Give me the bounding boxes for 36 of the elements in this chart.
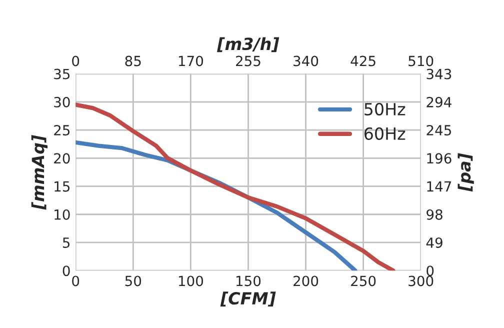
y2-tick-label: 294 xyxy=(426,96,452,108)
x2-tick-label: 425 xyxy=(350,56,376,66)
y-tick-label: 0 xyxy=(62,266,70,276)
y-tick-label: 25 xyxy=(54,124,70,136)
y2-tick-label: 245 xyxy=(426,124,451,136)
y-axis-title: [mmAq] xyxy=(31,134,48,210)
x-tick-label: 250 xyxy=(351,276,376,286)
x-tick-label: 300 xyxy=(408,276,434,286)
x2-tick-label: 255 xyxy=(236,56,260,66)
x-axis-title: [CFM] xyxy=(220,292,276,307)
x-tick-label: 0 xyxy=(72,276,80,286)
y2-tick-label: 196 xyxy=(427,153,452,164)
x2-tick-label: 0 xyxy=(72,56,80,66)
legend-label: 50Hz xyxy=(364,102,406,116)
x-tick-label: 200 xyxy=(294,276,318,286)
x2-tick-label: 340 xyxy=(294,56,318,66)
y-tick-label: 35 xyxy=(54,68,70,80)
x2-tick-label: 170 xyxy=(178,56,204,66)
y-tick-label: 15 xyxy=(54,181,70,192)
x-tick-label: 150 xyxy=(236,276,261,286)
y2-tick-label: 49 xyxy=(426,237,442,248)
y2-tick-label: 0 xyxy=(426,266,434,276)
legend-label: 60Hz xyxy=(364,127,406,140)
y2-tick-label: 343 xyxy=(426,68,452,80)
x2-tick-label: 85 xyxy=(125,56,141,66)
y2-tick-label: 147 xyxy=(427,181,452,192)
x-tick-label: 50 xyxy=(125,276,142,286)
y-tick-label: 30 xyxy=(54,96,70,108)
x-tick-label: 100 xyxy=(178,276,204,286)
x2-tick-label: 510 xyxy=(408,56,434,66)
y2-axis-title: [pa] xyxy=(458,153,474,192)
y-tick-label: 20 xyxy=(54,153,70,164)
y-tick-label: 10 xyxy=(54,209,70,220)
y2-tick-label: 98 xyxy=(426,209,442,220)
x2-axis-title: [m3/h] xyxy=(216,37,280,52)
y-tick-label: 5 xyxy=(62,238,70,248)
